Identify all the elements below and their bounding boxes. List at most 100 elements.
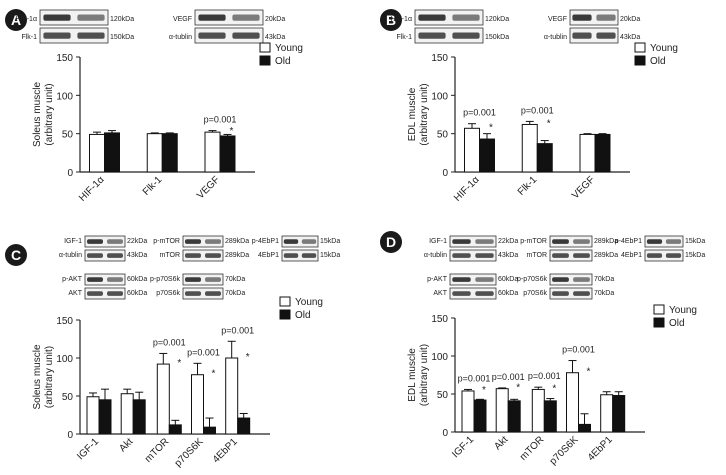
blot-frame bbox=[414, 9, 484, 26]
blot-band bbox=[185, 277, 201, 282]
blot-size-label: 15kDa bbox=[685, 238, 705, 245]
significance-annotation: p=0.001* bbox=[492, 372, 525, 394]
x-tick-label: mTOR bbox=[518, 434, 546, 462]
bars: HIF-1α Flk-1 VEGF bbox=[452, 120, 611, 204]
bar-young bbox=[89, 133, 105, 173]
blot-size-label: 20kDa bbox=[265, 16, 285, 23]
blot-frame bbox=[182, 235, 224, 248]
legend-swatch-old bbox=[279, 309, 291, 320]
blot-size-label: 15kDa bbox=[320, 252, 340, 259]
blot-protein-label: 4EbP1 bbox=[621, 252, 642, 259]
significance-annotation: p=0.001* bbox=[204, 115, 237, 138]
y-tick-label: 100 bbox=[56, 354, 73, 365]
blot-protein-label: p-p70S6k bbox=[150, 276, 180, 283]
p-value-label: p=0.001 bbox=[153, 337, 186, 347]
blot-protein-label: 4EbP1 bbox=[258, 252, 279, 259]
blot-size-label: 15kDa bbox=[320, 238, 340, 245]
blot-band bbox=[452, 32, 480, 39]
blot-frame bbox=[644, 235, 684, 248]
blot-band bbox=[87, 253, 103, 258]
blot-size-label: 60kDa bbox=[498, 290, 518, 297]
x-tick-label: Flk-1 bbox=[141, 174, 165, 198]
blot-frame bbox=[549, 235, 593, 248]
legend: Young Old bbox=[653, 304, 697, 329]
blot--tublin: α-tublin 43kDa bbox=[169, 27, 285, 44]
blot-p-p70s6k: p-p70S6k 70kDa bbox=[517, 273, 614, 286]
blot-size-label: 70kDa bbox=[594, 290, 614, 297]
bar-old bbox=[161, 133, 178, 173]
blot-protein-label: VEGF bbox=[548, 16, 567, 23]
blot-band bbox=[205, 239, 221, 244]
blot-band bbox=[185, 239, 201, 244]
y-tick-label: 150 bbox=[56, 53, 73, 64]
x-tick-label: HIF-1α bbox=[77, 174, 107, 204]
blot-band bbox=[452, 277, 471, 282]
significance-star: * bbox=[230, 126, 234, 137]
blot-akt: AKT 60kDa bbox=[433, 287, 518, 300]
y-axis-label: Soleus muscle (arbitrary unit) bbox=[32, 344, 55, 409]
blot-frame bbox=[449, 249, 497, 262]
blot-mtor: mTOR 289kDa bbox=[527, 249, 618, 262]
blot-band bbox=[573, 291, 590, 296]
y-tick-label: 0 bbox=[442, 428, 448, 439]
blot-hif-1-: HIF-1α 120kDa bbox=[15, 9, 134, 26]
blot-protein-label: VEGF bbox=[173, 16, 192, 23]
blot-band bbox=[665, 253, 682, 258]
blot-band bbox=[475, 253, 494, 258]
y-tick-label: 50 bbox=[437, 390, 449, 401]
blot-protein-label: IGF-1 bbox=[64, 238, 82, 245]
p-value-label: p=0.001 bbox=[221, 325, 254, 335]
blot-band bbox=[301, 239, 317, 244]
panel-letter: B bbox=[386, 12, 396, 28]
x-tick-label: IGF-1 bbox=[75, 436, 101, 462]
significance-annotation: p=0.001* bbox=[463, 108, 496, 134]
blot-protein-label: p-AKT bbox=[427, 276, 448, 283]
bar-old bbox=[479, 138, 495, 173]
x-tick-label: mTOR bbox=[143, 436, 171, 464]
y-tick-label: 0 bbox=[67, 430, 73, 441]
blot-frame bbox=[644, 249, 684, 262]
significance-star: * bbox=[547, 118, 551, 129]
blot-4ebp1: 4EbP1 15kDa bbox=[621, 249, 705, 262]
bar-old bbox=[168, 424, 182, 435]
blot-size-label: 289kDa bbox=[225, 238, 249, 245]
x-tick-label: VEGF bbox=[195, 174, 222, 201]
blot-band bbox=[573, 277, 590, 282]
bar-old bbox=[219, 135, 236, 173]
blot-frame bbox=[182, 273, 224, 286]
bar-old bbox=[203, 426, 216, 435]
bar-young bbox=[204, 131, 221, 173]
y-axis-label-line: Soleus muscle bbox=[32, 82, 43, 147]
blot-frame bbox=[449, 235, 497, 248]
blot-frame bbox=[569, 9, 619, 26]
blot-frame bbox=[39, 9, 109, 26]
blot-size-label: 150kDa bbox=[485, 34, 509, 41]
x-tick-label: Akt bbox=[117, 436, 135, 454]
x-tick-label: p70S6K bbox=[173, 436, 206, 469]
blot-protein-label: p70S6k bbox=[156, 290, 180, 297]
blot-band bbox=[665, 239, 682, 244]
blot-protein-label: Flk-1 bbox=[21, 34, 37, 41]
y-axis-label-line: (arbitrary unit) bbox=[419, 83, 430, 145]
significance-star: * bbox=[246, 352, 250, 363]
blot-band bbox=[107, 239, 123, 244]
legend-label: Old bbox=[650, 56, 666, 67]
bar-young bbox=[120, 393, 134, 435]
blot-band bbox=[552, 291, 569, 296]
blot-p-4ebp1: p-4EbP1 15kDa bbox=[615, 235, 705, 248]
blot-protein-label: p-mTOR bbox=[520, 238, 547, 245]
bar-old bbox=[237, 417, 251, 435]
blot-band bbox=[185, 253, 201, 258]
panel-C: C IGF-1 22kDa p-mTOR 289kDa p-4EbP1 15kDa α-tub… bbox=[5, 235, 340, 469]
bar-young bbox=[600, 394, 614, 433]
blot-band bbox=[87, 239, 103, 244]
blot-band bbox=[232, 14, 260, 21]
blot-p-p70s6k: p-p70S6k 70kDa bbox=[150, 273, 245, 286]
bar-old bbox=[536, 143, 553, 173]
blot-frame bbox=[449, 287, 497, 300]
significance-star: * bbox=[552, 383, 556, 394]
blot--tublin: α-tublin 43kDa bbox=[424, 249, 518, 262]
blot-size-label: 70kDa bbox=[225, 276, 245, 283]
y-axis-label-line: EDL muscle bbox=[407, 87, 418, 141]
significance-star: * bbox=[587, 367, 591, 378]
